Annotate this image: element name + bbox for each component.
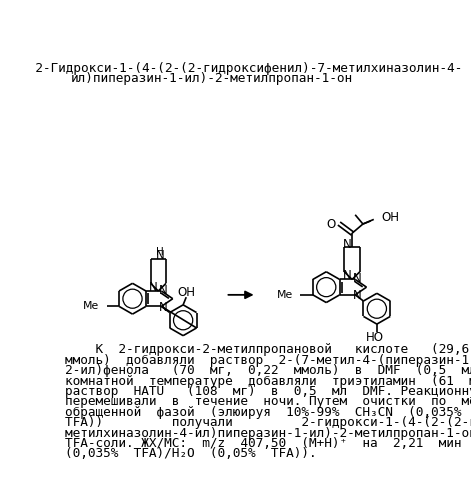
Text: ммоль)  добавляли  раствор  2-(7-метил-4-(пиперазин-1-ил)хиназолин-: ммоль) добавляли раствор 2-(7-метил-4-(п… <box>65 354 471 367</box>
Text: TFA-соли. ЖХ/МС:  m/z  407,50  (M+H)⁺  на  2,21  мин  (10%-99%  CH₃CN: TFA-соли. ЖХ/МС: m/z 407,50 (M+H)⁺ на 2,… <box>65 437 471 450</box>
Text: N: N <box>155 249 164 262</box>
Text: O: O <box>326 218 336 230</box>
Text: OH: OH <box>177 286 195 299</box>
Text: 2-ил)фенола   (70  мг,  0,22  ммоль)  в  DMF  (0,5  мл). Затем  при: 2-ил)фенола (70 мг, 0,22 ммоль) в DMF (0… <box>65 364 471 377</box>
Text: (0,035%  TFA)/H₂O  (0,05%  TFA)).: (0,035% TFA)/H₂O (0,05% TFA)). <box>65 448 317 460</box>
Text: HO: HO <box>366 330 384 344</box>
Text: N: N <box>159 300 168 314</box>
Text: N: N <box>159 284 168 296</box>
Text: N: N <box>342 238 351 250</box>
Text: N: N <box>353 272 362 285</box>
Text: 2-Гидрокси-1-(4-(2-(2-гидроксифенил)-7-метилхиназолин-4-: 2-Гидрокси-1-(4-(2-(2-гидроксифенил)-7-м… <box>20 62 462 76</box>
Text: раствор  HATU   (108  мг)  в  0,5  мл  DMF. Реакционную  смесь: раствор HATU (108 мг) в 0,5 мл DMF. Реак… <box>65 385 471 398</box>
Text: ил)пиперазин-1-ил)-2-метилпропан-1-он: ил)пиперазин-1-ил)-2-метилпропан-1-он <box>71 72 353 86</box>
Text: К  2-гидрокси-2-метилпропановой   кислоте   (29,6  мг,  0,284: К 2-гидрокси-2-метилпропановой кислоте (… <box>65 344 471 356</box>
Text: OH: OH <box>382 212 399 224</box>
Text: Me: Me <box>83 302 99 312</box>
Text: N: N <box>342 269 351 282</box>
Text: H: H <box>156 246 164 256</box>
Text: перемешивали  в  течение  ночи. Путем  очистки  по  методу  ВЭЖХ  с: перемешивали в течение ночи. Путем очист… <box>65 396 471 408</box>
Text: Me: Me <box>276 290 292 300</box>
Text: N: N <box>149 280 157 293</box>
Text: комнатной  температуре  добавляли  триэтиламин  (61  мкл),  а  затем: комнатной температуре добавляли триэтила… <box>65 374 471 388</box>
Text: метилхиназолин-4-ил)пиперазин-1-ил)-2-метилпропан-1-он  в  виде: метилхиназолин-4-ил)пиперазин-1-ил)-2-ме… <box>65 426 471 440</box>
Text: N: N <box>353 289 362 302</box>
Text: TFA))         получали         2-гидрокси-1-(4-(2-(2-гидроксифенил)-7-: TFA)) получали 2-гидрокси-1-(4-(2-(2-гид… <box>65 416 471 429</box>
Text: обращенной  фазой  (элюируя  10%-99%  CH₃CN  (0,035%  TFA)/H₂O  (0,05%: обращенной фазой (элюируя 10%-99% CH₃CN … <box>65 406 471 418</box>
